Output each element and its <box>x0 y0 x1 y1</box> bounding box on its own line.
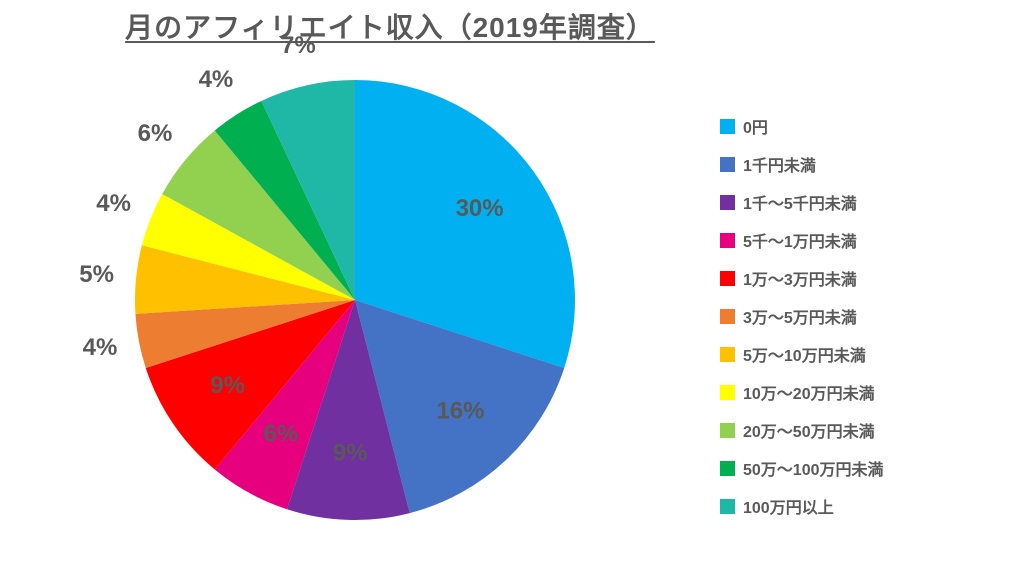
legend-item: 0円 <box>720 114 884 138</box>
pie-slice-label: 6% <box>138 120 173 147</box>
pie-chart-svg: 30%16%9%6%9%4%5%4%6%4%7% <box>115 60 595 540</box>
legend-item: 1千円未満 <box>720 152 884 176</box>
legend-swatch <box>720 461 735 476</box>
legend-label: 20万～50万円未満 <box>743 418 875 442</box>
legend-label: 3万～5万円未満 <box>743 304 857 328</box>
legend-swatch <box>720 157 735 172</box>
pie-slice-label: 16% <box>436 398 484 425</box>
pie-slice-label: 9% <box>210 372 245 399</box>
legend-label: 10万～20万円未満 <box>743 380 875 404</box>
legend-swatch <box>720 119 735 134</box>
legend-item: 20万～50万円未満 <box>720 418 884 442</box>
legend-swatch <box>720 233 735 248</box>
pie-slice-label: 30% <box>456 195 504 222</box>
legend-item: 5万～10万円未満 <box>720 342 884 366</box>
pie-slice-label: 7% <box>281 32 316 59</box>
legend-label: 1千円未満 <box>743 152 816 176</box>
pie-slice-label: 6% <box>263 420 298 447</box>
legend: 0円 1千円未満 1千～5千円未満 5千～1万円未満 1万～3万円未満 3万～5万円未満 5… <box>720 114 884 518</box>
legend-swatch <box>720 347 735 362</box>
pie-slice-label: 4% <box>83 334 118 361</box>
legend-label: 0円 <box>743 114 768 138</box>
legend-swatch <box>720 385 735 400</box>
legend-item: 1千～5千円未満 <box>720 190 884 214</box>
pie-slice-label: 5% <box>79 261 114 288</box>
legend-label: 100万円以上 <box>743 494 834 518</box>
pie-chart-area: 30%16%9%6%9%4%5%4%6%4%7% <box>115 60 595 540</box>
legend-swatch <box>720 499 735 514</box>
legend-item: 1万～3万円未満 <box>720 266 884 290</box>
legend-swatch <box>720 423 735 438</box>
legend-item: 3万～5万円未満 <box>720 304 884 328</box>
legend-item: 5千～1万円未満 <box>720 228 884 252</box>
pie-slice-label: 4% <box>96 190 131 217</box>
chart-title: 月のアフィリエイト収入（2019年調査） <box>0 6 780 46</box>
legend-label: 5万～10万円未満 <box>743 342 866 366</box>
legend-swatch <box>720 195 735 210</box>
legend-label: 5千～1万円未満 <box>743 228 857 252</box>
legend-label: 1万～3万円未満 <box>743 266 857 290</box>
legend-item: 50万～100万円未満 <box>720 456 884 480</box>
legend-swatch <box>720 271 735 286</box>
legend-label: 50万～100万円未満 <box>743 456 884 480</box>
chart-container: 月のアフィリエイト収入（2019年調査） 30% 16% 9% 6% 9% 4% 5% 4% 6… <box>0 0 1024 566</box>
legend-item: 100万円以上 <box>720 494 884 518</box>
pie-slice-label: 4% <box>199 66 234 93</box>
legend-item: 10万～20万円未満 <box>720 380 884 404</box>
pie-slice-label: 9% <box>333 439 368 466</box>
legend-swatch <box>720 309 735 324</box>
legend-label: 1千～5千円未満 <box>743 190 857 214</box>
